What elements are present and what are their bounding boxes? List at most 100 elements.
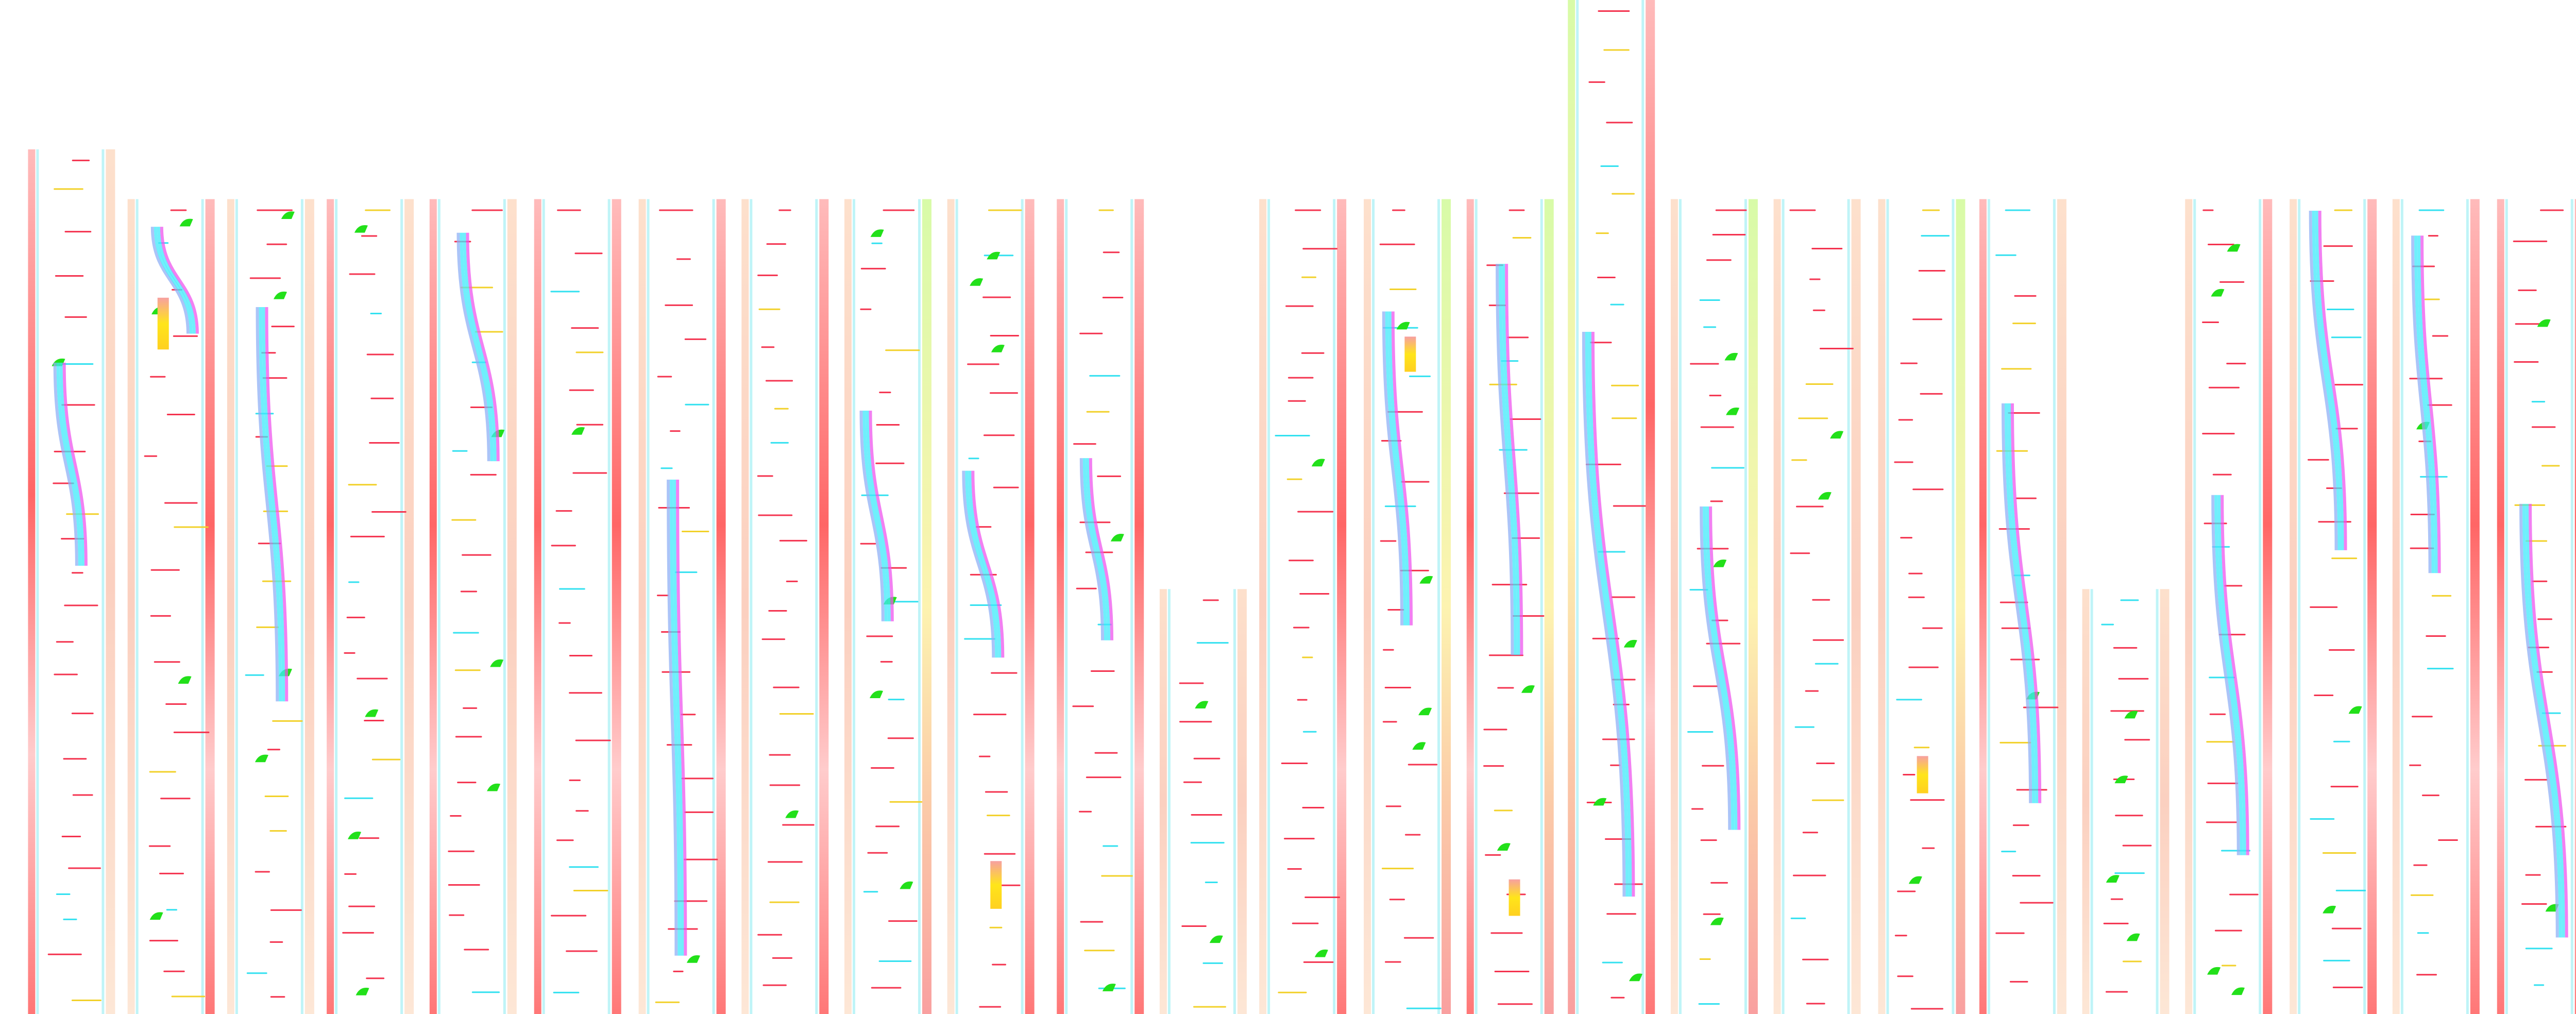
dash-mark	[569, 779, 581, 781]
dash-mark	[1389, 289, 1417, 291]
ribbon	[1089, 458, 1114, 640]
dash-mark	[1606, 913, 1636, 915]
dash-mark	[245, 674, 264, 676]
dash-mark	[1812, 309, 1825, 311]
dash-mark	[174, 526, 209, 528]
dash-mark	[1179, 721, 1212, 723]
ribbon	[1582, 331, 1626, 897]
dash-mark	[71, 1000, 101, 1002]
dash-mark	[675, 571, 698, 573]
dash-mark	[342, 932, 375, 934]
dash-mark	[2207, 782, 2239, 784]
side-band-left	[1057, 199, 1064, 1014]
dash-mark	[1710, 882, 1728, 884]
green-marker	[2323, 905, 2336, 914]
track-edge-right	[2570, 199, 2573, 1014]
dash-mark	[1404, 834, 1421, 836]
track-edge-right	[1641, 0, 1645, 1014]
dash-mark	[1894, 935, 1907, 937]
track	[1670, 199, 1758, 1014]
dash-mark	[61, 404, 95, 406]
dash-mark	[144, 455, 158, 457]
dash-mark	[1805, 690, 1819, 692]
dash-mark	[2417, 932, 2429, 934]
dash-mark	[1408, 764, 1438, 766]
ribbon	[1588, 331, 1632, 897]
dash-mark	[2310, 606, 2338, 608]
dash-mark	[2421, 795, 2439, 797]
dash-mark	[1497, 1003, 1533, 1005]
track-edge-left	[2193, 199, 2196, 1014]
dash-mark	[257, 209, 293, 211]
ribbon	[1079, 458, 1105, 640]
dash-mark	[2101, 623, 2114, 626]
dash-mark	[967, 363, 999, 365]
green-marker	[1593, 798, 1607, 806]
side-band-right	[819, 199, 829, 1014]
dash-mark	[659, 209, 693, 211]
track-edge-right	[1130, 199, 1133, 1014]
dash-mark	[572, 472, 607, 474]
dash-mark	[2334, 209, 2353, 211]
green-marker	[991, 345, 1005, 352]
dash-mark	[979, 1006, 1002, 1008]
dash-mark	[1278, 991, 1307, 993]
green-marker	[970, 278, 984, 286]
ribbon	[1502, 264, 1520, 655]
dash-mark	[1603, 49, 1630, 51]
dash-mark	[1920, 393, 1943, 395]
green-marker	[490, 659, 504, 667]
dash-mark	[56, 641, 74, 643]
dash-mark	[2122, 960, 2142, 962]
ribbon	[2318, 210, 2347, 550]
green-marker	[1724, 352, 1738, 361]
green-marker	[179, 218, 193, 227]
track	[2290, 199, 2377, 1014]
track	[28, 149, 115, 1014]
dash-mark	[551, 915, 587, 917]
dash-mark	[371, 511, 406, 513]
dash-mark	[1384, 686, 1411, 688]
dash-mark	[267, 749, 281, 751]
dash-mark	[1602, 961, 1623, 964]
dash-mark	[2114, 872, 2145, 874]
dash-mark	[2124, 739, 2150, 741]
green-marker	[1419, 576, 1433, 584]
dash-mark	[1900, 537, 1912, 539]
dash-mark	[56, 893, 71, 895]
ribbon	[1585, 331, 1629, 897]
ribbon	[1591, 331, 1635, 897]
dash-mark	[1072, 705, 1094, 707]
dash-mark	[985, 791, 1008, 793]
dash-mark	[55, 275, 84, 277]
track-edge-left	[1267, 199, 1270, 1014]
green-marker	[571, 427, 585, 435]
dash-mark	[2541, 465, 2560, 467]
dash-mark	[772, 957, 793, 959]
dash-mark	[2412, 716, 2433, 718]
dash-mark	[1709, 395, 1722, 397]
green-marker	[2126, 933, 2140, 941]
dash-mark	[1283, 838, 1315, 840]
green-marker	[1818, 492, 1832, 500]
dash-mark	[1281, 763, 1308, 765]
ribbon	[965, 470, 998, 658]
dash-mark	[1302, 806, 1325, 808]
green-marker	[870, 229, 884, 237]
side-band-right	[205, 199, 215, 1014]
dash-mark	[1076, 587, 1097, 589]
dash-mark	[1202, 962, 1223, 964]
dash-mark	[475, 331, 503, 333]
dash-mark	[973, 714, 1007, 716]
dash-mark	[154, 661, 180, 663]
dash-mark	[2335, 428, 2358, 430]
dash-mark	[64, 231, 92, 233]
dash-mark	[1812, 599, 1831, 601]
dash-mark	[2525, 874, 2541, 876]
green-marker	[1830, 431, 1844, 439]
dash-mark	[2409, 764, 2421, 766]
dash-mark	[569, 866, 599, 868]
ribbon	[862, 411, 888, 621]
dash-mark	[573, 890, 608, 892]
track	[227, 199, 314, 1014]
